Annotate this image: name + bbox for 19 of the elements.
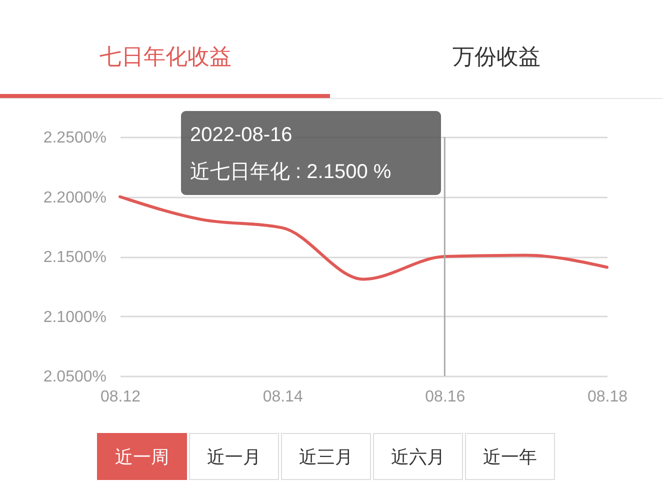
text: 近三月 bbox=[281, 433, 371, 480]
y-tick-label: 2.2500% bbox=[43, 130, 106, 146]
x-tick-label: 08.14 bbox=[262, 388, 303, 406]
text: 近一周 bbox=[97, 433, 187, 480]
x-tick-label: 08.16 bbox=[425, 388, 466, 406]
annotation: 近七日年化 : 2.1500 % bbox=[190, 161, 392, 183]
text: 近一月 bbox=[189, 433, 279, 480]
y-tick-label: 2.0500% bbox=[43, 368, 106, 386]
text: 万份收益 bbox=[452, 43, 542, 71]
x-tick-label: 08.12 bbox=[100, 388, 141, 406]
line-series bbox=[118, 195, 608, 281]
text: 近六月 bbox=[373, 433, 463, 480]
chart-title: 七日年化收益 bbox=[98, 43, 232, 71]
y-tick-label: 2.1500% bbox=[43, 249, 106, 266]
annotation: 2022-08-16 bbox=[190, 124, 292, 146]
y-tick-label: 2.2000% bbox=[43, 189, 106, 206]
y-tick-label: 2.1000% bbox=[43, 308, 106, 326]
text: 近一年 bbox=[465, 433, 555, 480]
x-tick-label: 08.18 bbox=[587, 388, 628, 406]
